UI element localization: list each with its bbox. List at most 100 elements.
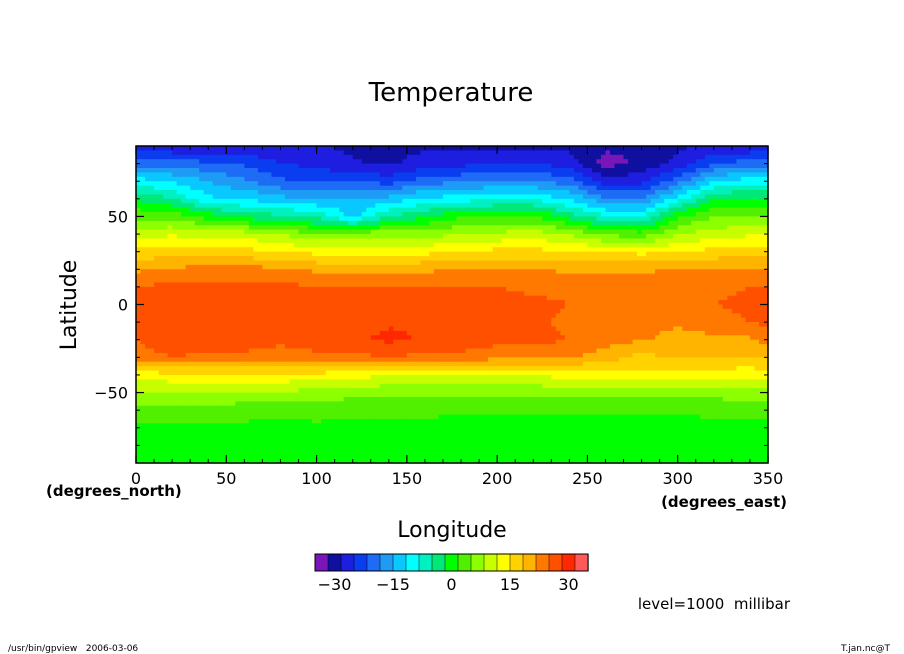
heatmap-cell <box>713 146 719 151</box>
heatmap-cell <box>686 291 692 297</box>
heatmap-cell <box>208 146 214 151</box>
heatmap-cell <box>673 282 679 288</box>
heatmap-cell <box>406 172 412 178</box>
heatmap-cell <box>393 150 399 156</box>
heatmap-cell <box>406 203 412 209</box>
heatmap-cell <box>506 238 512 244</box>
heatmap-cell <box>542 190 548 196</box>
heatmap-cell <box>402 300 408 306</box>
heatmap-cell <box>650 278 656 284</box>
heatmap-cell <box>564 229 570 235</box>
heatmap-cell <box>600 185 607 191</box>
heatmap-cell <box>158 286 164 292</box>
heatmap-cell <box>442 295 449 301</box>
heatmap-cell <box>483 225 489 231</box>
heatmap-cell <box>158 282 164 288</box>
heatmap-cell <box>560 212 566 218</box>
heatmap-cell <box>384 181 390 187</box>
heatmap-cell <box>447 216 453 222</box>
heatmap-cell <box>370 146 376 151</box>
heatmap-cell <box>573 229 579 235</box>
heatmap-cell <box>226 207 232 213</box>
heatmap-cell <box>424 282 431 288</box>
heatmap-cell <box>731 168 737 174</box>
heatmap-cell <box>316 207 322 213</box>
heatmap-cell <box>244 172 250 178</box>
heatmap-cell <box>537 159 543 165</box>
heatmap-cell <box>564 291 570 297</box>
heatmap-cell <box>226 242 232 248</box>
heatmap-cell <box>239 278 245 284</box>
heatmap-cell <box>718 238 724 244</box>
heatmap-cell <box>461 260 467 266</box>
heatmap-cell <box>591 203 598 209</box>
heatmap-cell <box>199 185 205 191</box>
heatmap-cell <box>551 190 557 196</box>
heatmap-cell <box>176 247 182 253</box>
heatmap-cell <box>713 229 719 235</box>
heatmap-cell <box>154 190 160 196</box>
heatmap-cell <box>185 203 191 209</box>
heatmap-cell <box>429 203 435 209</box>
heatmap-cell <box>551 150 557 156</box>
heatmap-cell <box>321 146 327 151</box>
heatmap-cell <box>339 212 345 218</box>
heatmap-cell <box>673 194 679 200</box>
heatmap-cell <box>704 264 710 270</box>
heatmap-cell <box>284 242 291 248</box>
heatmap-cell <box>257 194 263 200</box>
heatmap-cell <box>749 251 756 257</box>
heatmap-cell <box>244 154 250 160</box>
heatmap-cell <box>492 154 498 160</box>
heatmap-cell <box>551 260 557 266</box>
heatmap-cell <box>600 190 607 196</box>
heatmap-cell <box>289 238 295 244</box>
heatmap-cell <box>510 185 516 191</box>
heatmap-cell <box>230 207 236 213</box>
heatmap-cell <box>641 251 647 257</box>
heatmap-cell <box>677 291 683 297</box>
heatmap-cell <box>433 190 440 196</box>
heatmap-cell <box>289 181 295 187</box>
heatmap-cell <box>619 163 625 169</box>
heatmap-cell <box>370 212 376 218</box>
heatmap-cell <box>709 229 715 235</box>
heatmap-cell <box>686 273 692 279</box>
heatmap-cell <box>691 194 697 200</box>
heatmap-cell <box>596 229 602 235</box>
heatmap-cell <box>257 185 263 191</box>
heatmap-cell <box>447 185 453 191</box>
heatmap-cell <box>167 185 173 191</box>
heatmap-cell <box>641 172 647 178</box>
heatmap-cell <box>352 194 358 200</box>
heatmap-cell <box>501 220 507 226</box>
heatmap-cell <box>700 194 706 200</box>
heatmap-cell <box>366 181 372 187</box>
heatmap-cell <box>718 163 724 169</box>
heatmap-cell <box>145 225 151 231</box>
heatmap-cell <box>682 172 688 178</box>
heatmap-cell <box>560 168 566 174</box>
heatmap-cell <box>375 234 381 240</box>
heatmap-cell <box>619 225 625 231</box>
heatmap-cell <box>199 150 205 156</box>
heatmap-cell <box>217 176 223 182</box>
heatmap-cell <box>456 146 462 151</box>
heatmap-cell <box>673 256 679 262</box>
heatmap-cell <box>510 225 516 231</box>
heatmap-cell <box>551 278 557 284</box>
heatmap-cell <box>591 291 598 297</box>
heatmap-cell <box>479 273 485 279</box>
heatmap-cell <box>379 163 385 169</box>
heatmap-cell <box>664 278 670 284</box>
heatmap-cell <box>208 269 214 275</box>
heatmap-cell <box>519 282 525 288</box>
heatmap-cell <box>257 150 263 156</box>
heatmap-cell <box>334 242 340 248</box>
heatmap-cell <box>397 291 403 297</box>
heatmap-cell <box>605 181 611 187</box>
heatmap-cell <box>452 198 458 204</box>
heatmap-cell <box>307 238 313 244</box>
heatmap-cell <box>700 154 706 160</box>
heatmap-cell <box>754 168 760 174</box>
